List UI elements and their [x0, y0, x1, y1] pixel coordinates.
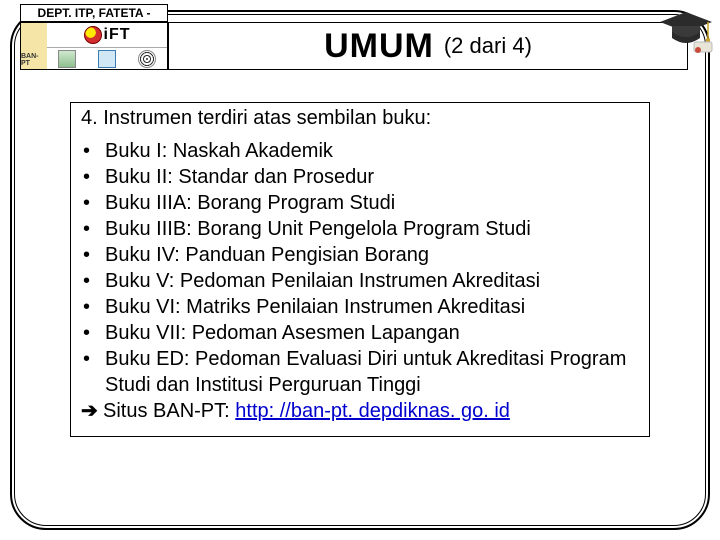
- link-label: Situs BAN-PT:: [103, 400, 230, 422]
- affiliate-logo-1-icon: [58, 50, 76, 68]
- list-item-text: Buku VII: Pedoman Asesmen Lapangan: [105, 322, 460, 344]
- list-item: •Buku V: Pedoman Penilaian Instrumen Akr…: [83, 268, 639, 294]
- arrow-icon: ➔: [81, 398, 103, 424]
- section-heading: 4. Instrumen terdiri atas sembilan buku:: [81, 107, 639, 130]
- ift-logo-icon: [84, 26, 102, 44]
- list-item-text: Buku IIIB: Borang Unit Pengelola Program…: [105, 218, 531, 240]
- title-sub: (2 dari 4): [444, 33, 532, 59]
- affiliate-logo-2-icon: [98, 50, 116, 68]
- logo-strip: BAN-PT iFT: [20, 22, 168, 70]
- list-item-text: Buku II: Standar dan Prosedur: [105, 166, 374, 188]
- ift-text: iFT: [104, 26, 131, 44]
- title-box: UMUM (2 dari 4): [168, 22, 688, 70]
- banpt-label: BAN-PT: [21, 23, 47, 69]
- list-item: •Buku VII: Pedoman Asesmen Lapangan: [83, 320, 639, 346]
- dept-label: DEPT. ITP, FATETA -: [20, 4, 168, 22]
- list-item-text: Buku I: Naskah Akademik: [105, 140, 333, 162]
- logos-area: iFT: [47, 23, 167, 69]
- list-item-text: Buku V: Pedoman Penilaian Instrumen Akre…: [105, 270, 540, 292]
- list-item: •Buku IV: Panduan Pengisian Borang: [83, 242, 639, 268]
- list-item-text: Buku IIIA: Borang Program Studi: [105, 192, 395, 214]
- content-box: 4. Instrumen terdiri atas sembilan buku:…: [70, 102, 650, 437]
- title-main: UMUM: [324, 27, 434, 66]
- book-list: •Buku I: Naskah Akademik •Buku II: Stand…: [81, 138, 639, 398]
- link-line: ➔Situs BAN-PT: http: //ban-pt. depdiknas…: [81, 398, 639, 424]
- list-item-text: Buku VI: Matriks Penilaian Instrumen Akr…: [105, 296, 525, 318]
- list-item: •Buku IIIA: Borang Program Studi: [83, 190, 639, 216]
- list-item-text: Buku IV: Panduan Pengisian Borang: [105, 244, 429, 266]
- list-item: •Buku II: Standar dan Prosedur: [83, 164, 639, 190]
- list-item: •Buku ED: Pedoman Evaluasi Diri untuk Ak…: [83, 346, 639, 398]
- banpt-link[interactable]: http: //ban-pt. depdiknas. go. id: [235, 400, 510, 422]
- list-item: •Buku I: Naskah Akademik: [83, 138, 639, 164]
- list-item: •Buku IIIB: Borang Unit Pengelola Progra…: [83, 216, 639, 242]
- list-item-text: Buku ED: Pedoman Evaluasi Diri untuk Akr…: [105, 348, 626, 396]
- graduation-cap-icon: [658, 8, 714, 56]
- list-item: •Buku VI: Matriks Penilaian Instrumen Ak…: [83, 294, 639, 320]
- affiliate-logo-3-icon: [138, 50, 156, 68]
